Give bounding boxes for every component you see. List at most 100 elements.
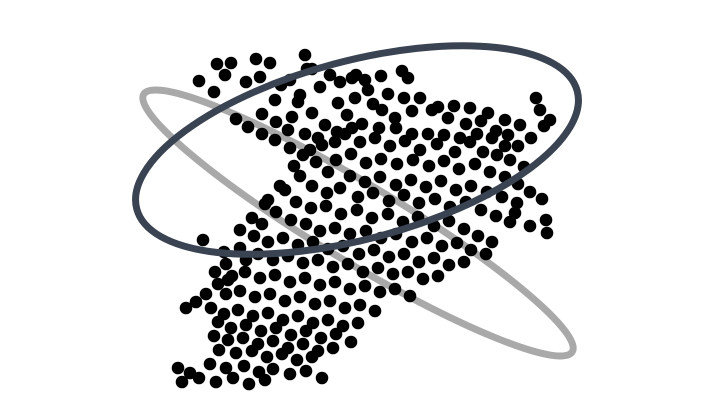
data-point (366, 186, 380, 200)
data-point (207, 329, 221, 343)
data-point (375, 103, 389, 117)
data-point (441, 111, 455, 125)
data-point (303, 143, 317, 157)
data-point (374, 69, 388, 83)
data-point (304, 201, 318, 215)
data-point (457, 255, 471, 269)
data-point (479, 247, 493, 261)
data-point (326, 341, 340, 355)
data-point (353, 135, 367, 149)
data-point (276, 231, 290, 245)
data-point (388, 282, 402, 296)
data-point (421, 127, 435, 141)
data-point (428, 192, 442, 206)
data-point (211, 277, 225, 291)
data-point (299, 217, 313, 231)
data-point (192, 74, 206, 88)
data-point (503, 215, 517, 229)
data-point (405, 104, 419, 118)
data-point (268, 93, 282, 107)
data-point (283, 141, 297, 155)
data-point (239, 75, 253, 89)
data-point (209, 375, 223, 389)
data-point (343, 282, 357, 296)
data-point (333, 181, 347, 195)
data-point (345, 121, 359, 135)
data-point (236, 331, 250, 345)
data-point (287, 159, 301, 173)
data-point (361, 83, 375, 97)
data-point (485, 131, 499, 145)
data-point (459, 117, 473, 131)
data-point (313, 278, 327, 292)
data-point (293, 169, 307, 183)
data-point (447, 99, 461, 113)
data-point (501, 128, 515, 142)
data-point (320, 186, 334, 200)
data-point (293, 290, 307, 304)
data-point (389, 121, 403, 135)
data-point (355, 117, 369, 131)
data-point (261, 235, 275, 249)
data-point (470, 127, 484, 141)
data-point (189, 295, 203, 309)
data-point (413, 91, 427, 105)
data-point (315, 138, 329, 152)
data-point (468, 157, 482, 171)
data-point (371, 261, 385, 275)
data-point (321, 313, 335, 327)
data-point (321, 165, 335, 179)
data-point (266, 362, 280, 376)
data-point (471, 229, 485, 243)
data-point (224, 321, 238, 335)
data-point (258, 197, 272, 211)
data-point (334, 207, 348, 221)
data-point (481, 106, 495, 120)
data-point (344, 335, 358, 349)
data-point (208, 265, 222, 279)
data-point (343, 227, 357, 241)
data-point (263, 287, 277, 301)
data-point (323, 68, 337, 82)
data-point (365, 211, 379, 225)
data-point (350, 203, 364, 217)
data-point (442, 258, 456, 272)
data-point (305, 179, 319, 193)
data-point (328, 275, 342, 289)
data-point (533, 103, 547, 117)
data-point (343, 169, 357, 183)
data-point (405, 127, 419, 141)
data-point (253, 70, 267, 84)
data-point (390, 157, 404, 171)
data-point (427, 251, 441, 265)
data-point (340, 108, 354, 122)
data-point (296, 337, 310, 351)
data-point (204, 301, 218, 315)
confidence-ellipse-secondary (139, 86, 577, 360)
data-point (299, 364, 313, 378)
data-point (192, 371, 206, 385)
data-point (318, 118, 332, 132)
data-point (284, 213, 298, 227)
data-point (260, 350, 274, 364)
data-point (323, 294, 337, 308)
data-point (328, 135, 342, 149)
data-point (449, 183, 463, 197)
data-point (373, 170, 387, 184)
data-point (255, 107, 269, 121)
data-point (283, 275, 297, 289)
data-point (305, 350, 319, 364)
data-point (523, 219, 537, 233)
data-point (368, 304, 382, 318)
point-layer (171, 48, 557, 391)
data-point (196, 233, 210, 247)
data-point (246, 309, 260, 323)
data-point (221, 333, 235, 347)
data-point (326, 260, 340, 274)
data-point (218, 68, 232, 82)
data-point (344, 147, 358, 161)
data-point (382, 194, 396, 208)
data-point (333, 75, 347, 89)
data-point (389, 178, 403, 192)
data-point (372, 121, 386, 135)
